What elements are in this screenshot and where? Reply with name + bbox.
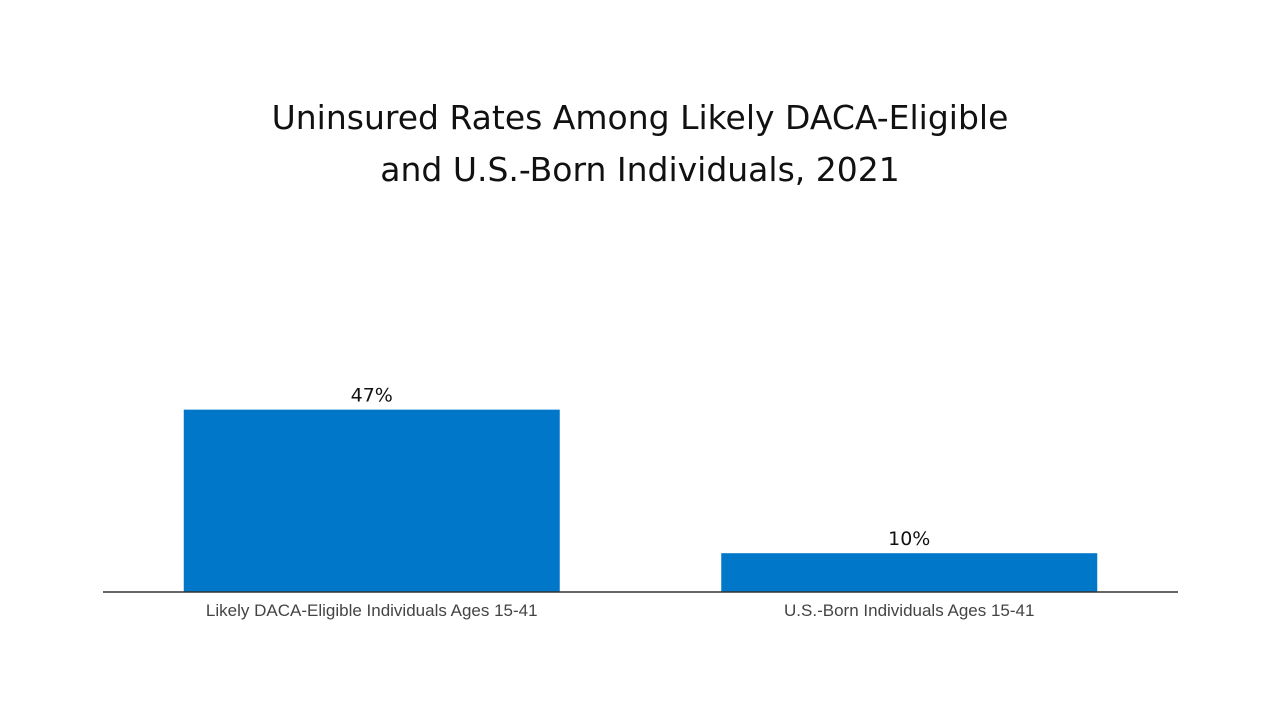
labels-layer: 47% Likely DACA-Eligible Individuals Ages… bbox=[206, 385, 1035, 620]
bar-value-label-1: 47% bbox=[351, 385, 393, 407]
bars-layer bbox=[183, 409, 1098, 592]
category-label-2: U.S.-Born Individuals Ages 15-41 bbox=[784, 601, 1034, 620]
bar-value-label-2: 10% bbox=[888, 528, 930, 550]
chart-title: Uninsured Rates Among Likely DACA-Eligib… bbox=[0, 92, 1280, 196]
bar-1 bbox=[183, 409, 560, 592]
category-label-1: Likely DACA-Eligible Individuals Ages 15… bbox=[206, 601, 538, 620]
bar-2 bbox=[721, 553, 1098, 592]
chart-title-line-1: Uninsured Rates Among Likely DACA-Eligib… bbox=[271, 98, 1009, 137]
chart-title-line-2: and U.S.-Born Individuals, 2021 bbox=[380, 150, 900, 189]
